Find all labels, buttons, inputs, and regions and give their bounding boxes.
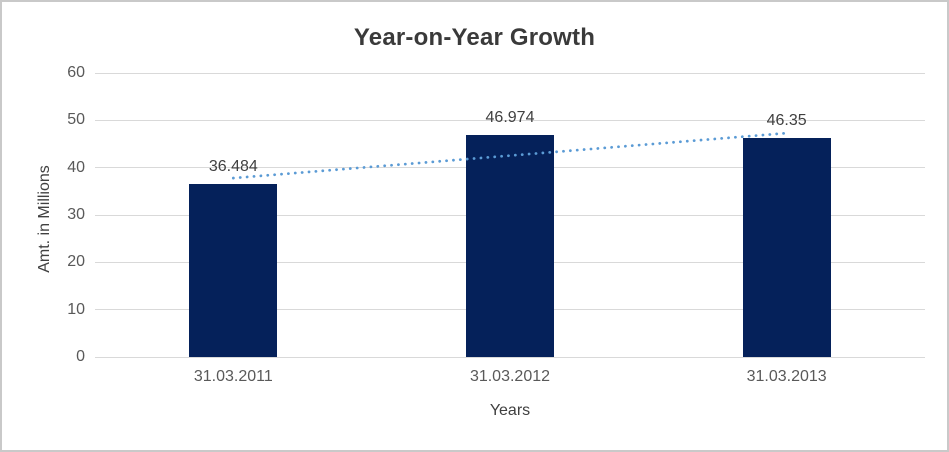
y-tick-label: 50 xyxy=(67,111,85,129)
y-tick-label: 20 xyxy=(67,253,85,271)
y-tick-label: 0 xyxy=(76,348,85,365)
gridline xyxy=(95,356,925,358)
trendline xyxy=(231,131,789,180)
bar-31.03.2011 xyxy=(189,184,278,357)
y-tick-label: 10 xyxy=(67,300,85,318)
x-tick-label: 31.03.2012 xyxy=(469,368,551,385)
plot-area: 36.484 46.974 46.35 xyxy=(95,72,925,358)
y-tick-label: 60 xyxy=(67,64,85,81)
y-tick-label: 30 xyxy=(67,206,85,223)
data-label: 46.35 xyxy=(766,111,807,129)
x-tick-label: 31.03.2011 xyxy=(193,368,273,385)
bar-31.03.2013 xyxy=(742,137,831,357)
bar-31.03.2012 xyxy=(466,134,554,357)
data-label: 46.974 xyxy=(485,108,535,126)
chart-title: Year-on-Year Growth xyxy=(353,24,596,51)
x-axis-title: Years xyxy=(489,402,531,419)
gridline xyxy=(95,119,925,121)
data-label: 36.484 xyxy=(208,158,258,176)
gridline xyxy=(95,72,925,74)
x-tick-label: 31.03.2013 xyxy=(746,368,827,385)
y-tick-label: 40 xyxy=(67,158,85,176)
